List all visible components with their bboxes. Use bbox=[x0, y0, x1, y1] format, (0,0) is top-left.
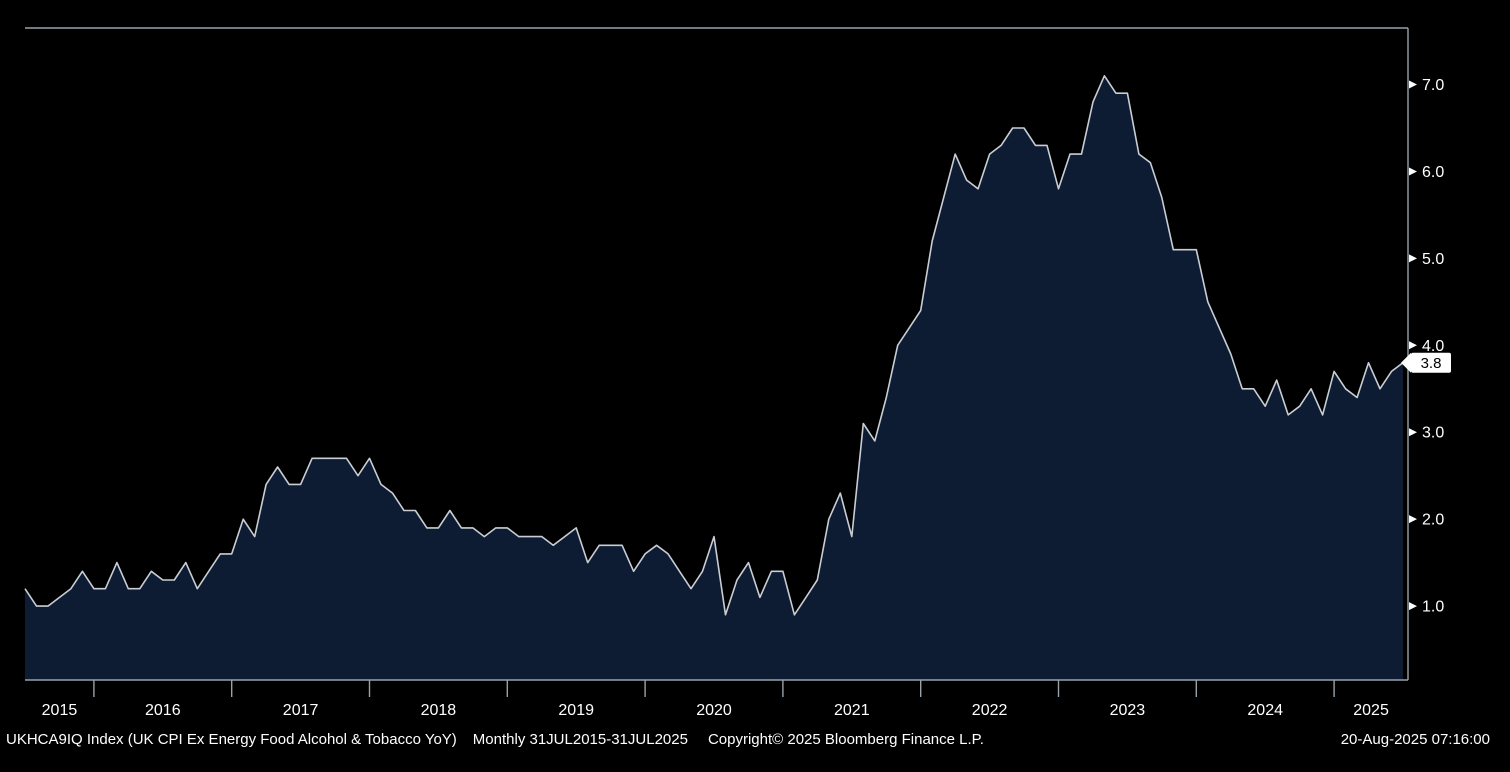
x-tick-label: 2017 bbox=[283, 702, 319, 719]
footer-timestamp: 20-Aug-2025 07:16:00 bbox=[1340, 730, 1490, 748]
last-value-box bbox=[1411, 352, 1451, 373]
x-tick-label: 2015 bbox=[42, 702, 78, 719]
last-value-label: 3.8 bbox=[1421, 355, 1442, 372]
x-tick-label: 2025 bbox=[1353, 702, 1389, 719]
x-tick-label: 2023 bbox=[1110, 702, 1146, 719]
last-value-pointer bbox=[1401, 352, 1411, 373]
chart-footer: UKHCA9IQ Index (UK CPI Ex Energy Food Al… bbox=[0, 727, 1510, 751]
y-tick-arrow bbox=[1409, 254, 1417, 263]
y-tick-arrow bbox=[1409, 602, 1417, 611]
x-tick-label: 2020 bbox=[696, 702, 732, 719]
y-tick-label: 2.0 bbox=[1422, 512, 1444, 529]
y-tick-arrow bbox=[1409, 341, 1417, 350]
y-tick-arrow bbox=[1409, 80, 1417, 89]
area-fill bbox=[25, 75, 1403, 681]
footer-frequency-range: Monthly 31JUL2015-31JUL2025 bbox=[472, 730, 688, 748]
x-tick-label: 2021 bbox=[834, 702, 870, 719]
x-tick-label: 2024 bbox=[1247, 702, 1283, 719]
x-tick-label: 2019 bbox=[558, 702, 594, 719]
price-line bbox=[24, 75, 1404, 616]
y-tick-label: 3.0 bbox=[1422, 425, 1444, 442]
footer-copyright: Copyright© 2025 Bloomberg Finance L.P. bbox=[707, 730, 984, 748]
y-tick-label: 7.0 bbox=[1422, 77, 1444, 94]
x-tick-label: 2022 bbox=[972, 702, 1008, 719]
y-tick-label: 6.0 bbox=[1422, 164, 1444, 181]
y-tick-arrow bbox=[1409, 515, 1417, 524]
y-tick-label: 1.0 bbox=[1422, 599, 1444, 616]
y-tick-arrow bbox=[1409, 167, 1417, 176]
y-tick-label: 4.0 bbox=[1422, 338, 1444, 355]
footer-ticker-description: UKHCA9IQ Index (UK CPI Ex Energy Food Al… bbox=[6, 730, 457, 748]
y-tick-label: 5.0 bbox=[1422, 251, 1444, 268]
x-tick-label: 2018 bbox=[421, 702, 457, 719]
x-tick-label: 2016 bbox=[145, 702, 181, 719]
y-tick-arrow bbox=[1409, 428, 1417, 437]
